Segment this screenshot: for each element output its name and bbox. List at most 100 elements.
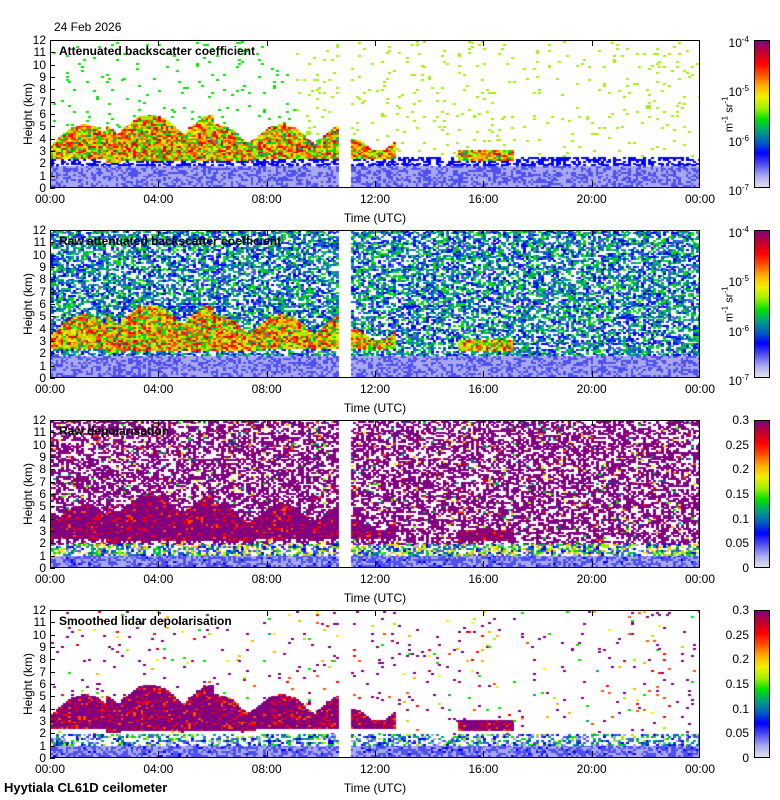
y-tick-mark — [50, 328, 55, 330]
y-tick-label: 3 — [39, 714, 46, 728]
y-tick-mark — [50, 188, 55, 189]
colorbar — [754, 420, 770, 568]
y-tick-label: 2 — [39, 536, 46, 551]
y-tick-mark — [50, 733, 55, 735]
colorbar-tick-label: 10-4 — [728, 225, 749, 240]
x-tick-mark — [158, 420, 160, 426]
colorbar-tick-label: 0.05 — [725, 536, 749, 551]
y-tick-label: 10 — [32, 247, 46, 262]
x-tick-label: 20:00 — [576, 762, 607, 776]
y-tick-label: 1 — [39, 548, 46, 563]
colorbar-tick-label: 0.2 — [732, 652, 749, 667]
colorbar-tick-label: 0.1 — [732, 701, 749, 716]
x-tick-mark — [266, 751, 268, 757]
y-tick-label: 9 — [39, 260, 46, 274]
y-tick-mark — [50, 138, 55, 140]
y-tick-label: 5 — [39, 309, 46, 324]
y-tick-mark — [50, 457, 55, 458]
y-axis-label: Height (km) — [21, 273, 35, 336]
y-tick-label: 9 — [39, 450, 46, 464]
y-tick-label: 1 — [39, 738, 46, 753]
x-tick-label: 12:00 — [359, 572, 391, 586]
plot-title: Raw depolarisation — [59, 424, 170, 438]
colorbar-tick-label: 10-5 — [728, 274, 749, 290]
y-tick-label: 5 — [39, 119, 46, 134]
x-axis-label: Time (UTC) — [343, 781, 407, 795]
y-tick-mark — [50, 151, 55, 152]
colorbar-tick-label: 0.25 — [725, 437, 749, 452]
y-tick-mark — [50, 40, 55, 41]
y-tick-mark — [50, 114, 55, 115]
y-tick-label: 6 — [39, 677, 46, 691]
y-tick-label: 6 — [39, 297, 46, 311]
y-tick-label: 0 — [39, 181, 46, 195]
x-tick-mark — [591, 561, 593, 567]
x-tick-mark — [158, 561, 160, 567]
colorbar-tick-label: 0.2 — [732, 462, 749, 477]
y-tick-mark — [50, 101, 55, 103]
x-tick-mark — [591, 371, 593, 377]
x-tick-mark — [266, 40, 268, 46]
x-tick-label: 00:00 — [34, 762, 66, 776]
y-tick-mark — [50, 365, 55, 367]
y-tick-label: 10 — [32, 627, 46, 642]
y-tick-mark — [50, 708, 55, 710]
y-tick-label: 12 — [32, 33, 46, 47]
y-tick-mark — [50, 622, 55, 624]
x-tick-mark — [591, 751, 593, 757]
x-tick-label: 00:00 — [34, 572, 66, 586]
y-tick-label: 11 — [33, 425, 46, 440]
colorbar-tick-label: 10-6 — [728, 323, 749, 339]
heatmap-canvas — [51, 421, 699, 567]
x-tick-mark — [266, 561, 268, 567]
y-tick-label: 8 — [39, 82, 46, 97]
heatmap-canvas — [51, 231, 699, 377]
x-tick-label: 04:00 — [143, 762, 174, 776]
colorbar-tick-label: 10-6 — [728, 133, 749, 149]
y-tick-mark — [50, 316, 55, 318]
y-tick-mark — [50, 254, 55, 256]
x-tick-mark — [483, 230, 485, 236]
y-tick-mark — [50, 469, 55, 471]
x-tick-label: 00:00 — [684, 762, 716, 776]
y-tick-mark — [50, 341, 55, 342]
y-tick-mark — [50, 353, 55, 355]
x-tick-label: 00:00 — [34, 382, 66, 396]
y-tick-label: 3 — [39, 144, 46, 158]
x-tick-mark — [591, 420, 593, 426]
colorbar-tick-label: 0.25 — [725, 627, 749, 642]
x-tick-mark — [158, 40, 160, 46]
y-tick-mark — [50, 64, 55, 66]
colorbar-tick-label: 10-7 — [728, 373, 749, 388]
y-tick-mark — [50, 634, 55, 636]
y-tick-label: 4 — [39, 511, 46, 526]
x-axis-label: Time (UTC) — [343, 591, 407, 605]
x-tick-label: 00:00 — [684, 382, 716, 396]
x-tick-label: 16:00 — [468, 572, 499, 586]
y-axis-label: Height (km) — [21, 463, 35, 526]
y-tick-label: 9 — [39, 70, 46, 84]
colorbar-tick-label: 0.15 — [725, 487, 749, 501]
y-tick-label: 7 — [39, 474, 46, 489]
x-tick-mark — [158, 230, 160, 236]
x-tick-mark — [483, 40, 485, 46]
x-tick-label: 20:00 — [576, 572, 607, 586]
y-tick-mark — [50, 126, 55, 128]
y-tick-label: 7 — [39, 94, 46, 109]
x-tick-mark — [375, 181, 376, 187]
y-tick-label: 7 — [39, 664, 46, 679]
heatmap-canvas — [51, 41, 699, 187]
y-tick-mark — [50, 89, 55, 91]
colorbar-tick-label: 10-5 — [728, 84, 749, 100]
y-tick-mark — [50, 279, 55, 281]
y-tick-mark — [50, 444, 55, 446]
colorbar-tick-label: 0.3 — [732, 413, 749, 427]
x-tick-mark — [483, 181, 485, 187]
x-tick-mark — [483, 561, 485, 567]
plot-title: Smoothed lidar depolarisation — [59, 614, 232, 628]
y-tick-mark — [50, 242, 55, 244]
x-tick-label: 12:00 — [359, 382, 391, 396]
colorbar — [754, 610, 770, 758]
y-tick-mark — [50, 432, 55, 434]
x-tick-mark — [375, 561, 376, 567]
